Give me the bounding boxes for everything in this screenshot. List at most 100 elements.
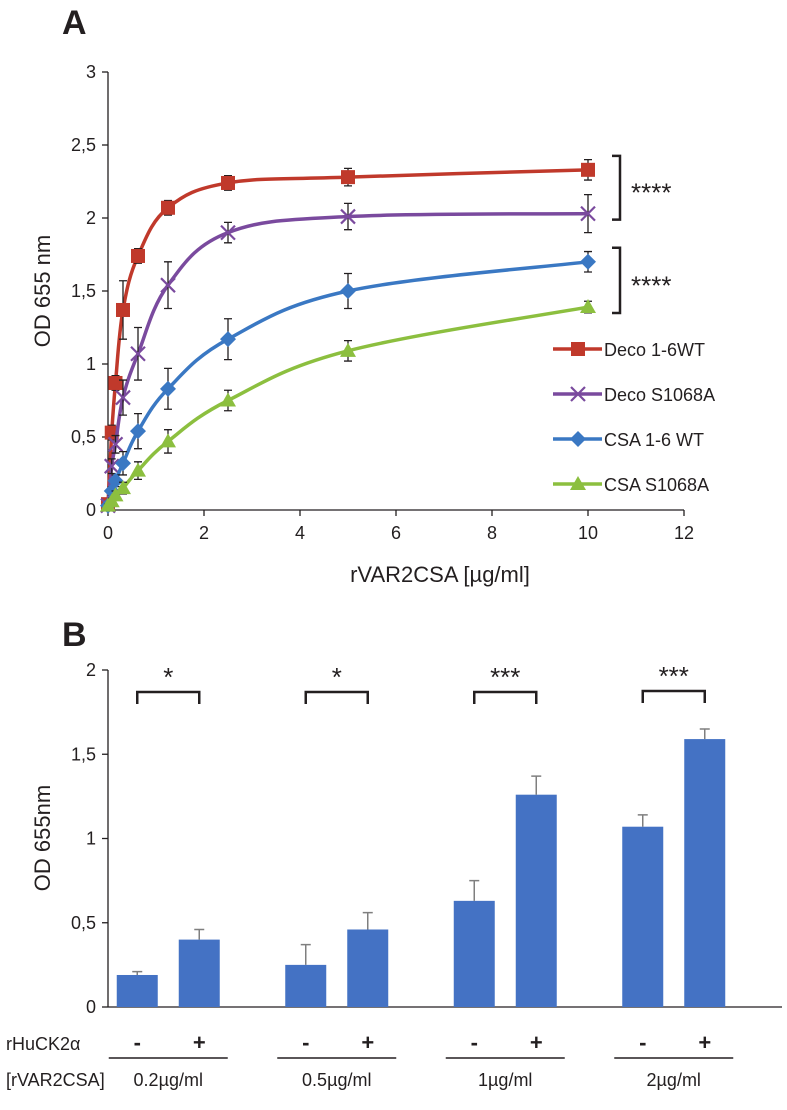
panel-a-data-point [115, 389, 131, 406]
panel-a-data-point [340, 342, 356, 357]
panel-a-axes: 0 0,5 1 1,5 2 2,5 3 0 2 4 6 8 10 12 [71, 62, 694, 543]
treatment-sign: - [639, 1030, 646, 1055]
panel-b-condition-rows: rHuCK2α [rVAR2CSA] - +0.2µg/ml - +0.5µg/ml - +1… [6, 1030, 734, 1090]
legend-label-3: CSA S1068A [604, 475, 709, 495]
panel-a-data-point [130, 462, 146, 477]
panel-a-series-line [106, 305, 589, 507]
legend-marker-2 [570, 431, 586, 447]
panel-a-x-axis-label: rVAR2CSA [µg/ml] [350, 562, 530, 587]
bar-group-1: * [285, 662, 389, 1007]
panel-a-y-tick-label: 2 [86, 208, 96, 228]
panel-a-data-point [340, 283, 356, 299]
concentration-label: 1µg/ml [478, 1070, 532, 1090]
panel-a-data-point [103, 458, 120, 474]
panel-b-y-tick-label: 1,5 [71, 744, 96, 764]
panel-a-data-point [340, 208, 356, 225]
panel-b-label: B [62, 616, 87, 654]
bar-group-2: *** [453, 662, 557, 1007]
bar [515, 794, 557, 1007]
legend-label-2: CSA 1-6 WT [604, 430, 704, 450]
panel-b-y-tick-label: 0 [86, 997, 96, 1017]
bar [347, 929, 389, 1007]
panel-a-x-tick-label: 0 [103, 523, 113, 543]
panel-a-data-point [160, 277, 176, 293]
significance-label-1: **** [631, 270, 671, 300]
significance-bracket-0 [612, 154, 622, 221]
panel-a-data-point [580, 299, 596, 314]
panel-a-series-2 [100, 250, 596, 514]
panel-a-data-point [161, 200, 175, 215]
treatment-sign: - [471, 1030, 478, 1055]
significance-label: * [332, 662, 342, 692]
panel-a-data-point [160, 433, 176, 448]
panel-a-data-point [220, 331, 236, 348]
bar-error-bar [362, 911, 373, 930]
panel-b-y-tick-label: 1 [86, 829, 96, 849]
significance-bracket-1 [612, 246, 622, 315]
row-label-rhuck2a: rHuCK2α [6, 1034, 80, 1054]
panel-a-y-tick-label: 1,5 [71, 281, 96, 301]
panel-a-label: A [62, 4, 87, 42]
legend-marker-3 [570, 476, 586, 490]
panel-a-data-point [116, 302, 130, 317]
bar [116, 974, 158, 1007]
legend-marker-1 [570, 386, 586, 402]
panel-a-data-point [221, 175, 235, 190]
concentration-label: 0.2µg/ml [134, 1070, 203, 1090]
treatment-sign: - [134, 1030, 141, 1055]
panel-a-y-tick-label: 0 [86, 500, 96, 520]
significance-label: * [163, 662, 173, 692]
bar-group-0: * [116, 662, 220, 1007]
bar-error-bar [637, 814, 648, 827]
panel-a-data-point [341, 170, 355, 185]
bar-error-bar [132, 970, 143, 975]
panel-b-y-axis-label: OD 655nm [30, 785, 55, 891]
significance-bracket [641, 689, 706, 703]
panel-a-data-point [107, 487, 124, 502]
concentration-label: 2µg/ml [647, 1070, 701, 1090]
panel-a-x-tick-label: 6 [391, 523, 401, 543]
panel-b-axes: 0 0,5 1 1,5 2 [71, 660, 782, 1017]
treatment-sign: + [698, 1030, 711, 1055]
significance-label: *** [490, 662, 520, 692]
bar-error-bar [531, 775, 542, 795]
panel-a-y-tick-label: 0,5 [71, 427, 96, 447]
panel-a-series-line [106, 168, 589, 505]
panel-a-data-point [580, 253, 596, 270]
significance-bracket [304, 690, 369, 704]
panel-a-series-3 [100, 299, 596, 512]
panel-a-data [100, 158, 596, 514]
panel-b-y-tick-label: 0,5 [71, 913, 96, 933]
bar-error-bar [469, 879, 480, 901]
legend-label-0: Deco 1-6WT [604, 340, 705, 360]
bar-error-bar [300, 943, 311, 965]
panel-a-y-tick-label: 3 [86, 62, 96, 82]
bar [453, 900, 495, 1007]
panel-a: A 00,511,522,530 2 4 6 8 10 12 Deco 1-6WTDeco … [30, 4, 715, 587]
treatment-sign: + [193, 1030, 206, 1055]
panel-b-data: * * *** *** [116, 661, 726, 1007]
treatment-sign: + [530, 1030, 543, 1055]
panel-a-data-point [130, 346, 146, 362]
panel-a-data-point [581, 162, 595, 177]
row-label-rvar2csa: [rVAR2CSA] [6, 1070, 105, 1090]
panel-b-y-tick-label: 2 [86, 660, 96, 680]
panel-a-data-point [107, 436, 124, 453]
panel-a-annotations: **** **** [612, 154, 671, 315]
panel-a-x-tick-label: 12 [674, 523, 694, 543]
panel-a-data-point [107, 472, 124, 489]
significance-label: *** [659, 661, 689, 691]
bar [622, 826, 664, 1007]
panel-a-x-tick-label: 8 [487, 523, 497, 543]
legend-marker-0 [571, 342, 585, 356]
panel-a-data-point [160, 380, 176, 397]
panel-a-series-line [106, 211, 589, 506]
panel-a-x-tick-label: 2 [199, 523, 209, 543]
significance-label-0: **** [631, 178, 671, 208]
panel-a-data-point [220, 392, 236, 407]
panel-a-data-point [580, 205, 596, 222]
treatment-sign: - [302, 1030, 309, 1055]
bar [178, 939, 220, 1007]
panel-a-x-tick-label: 4 [295, 523, 305, 543]
